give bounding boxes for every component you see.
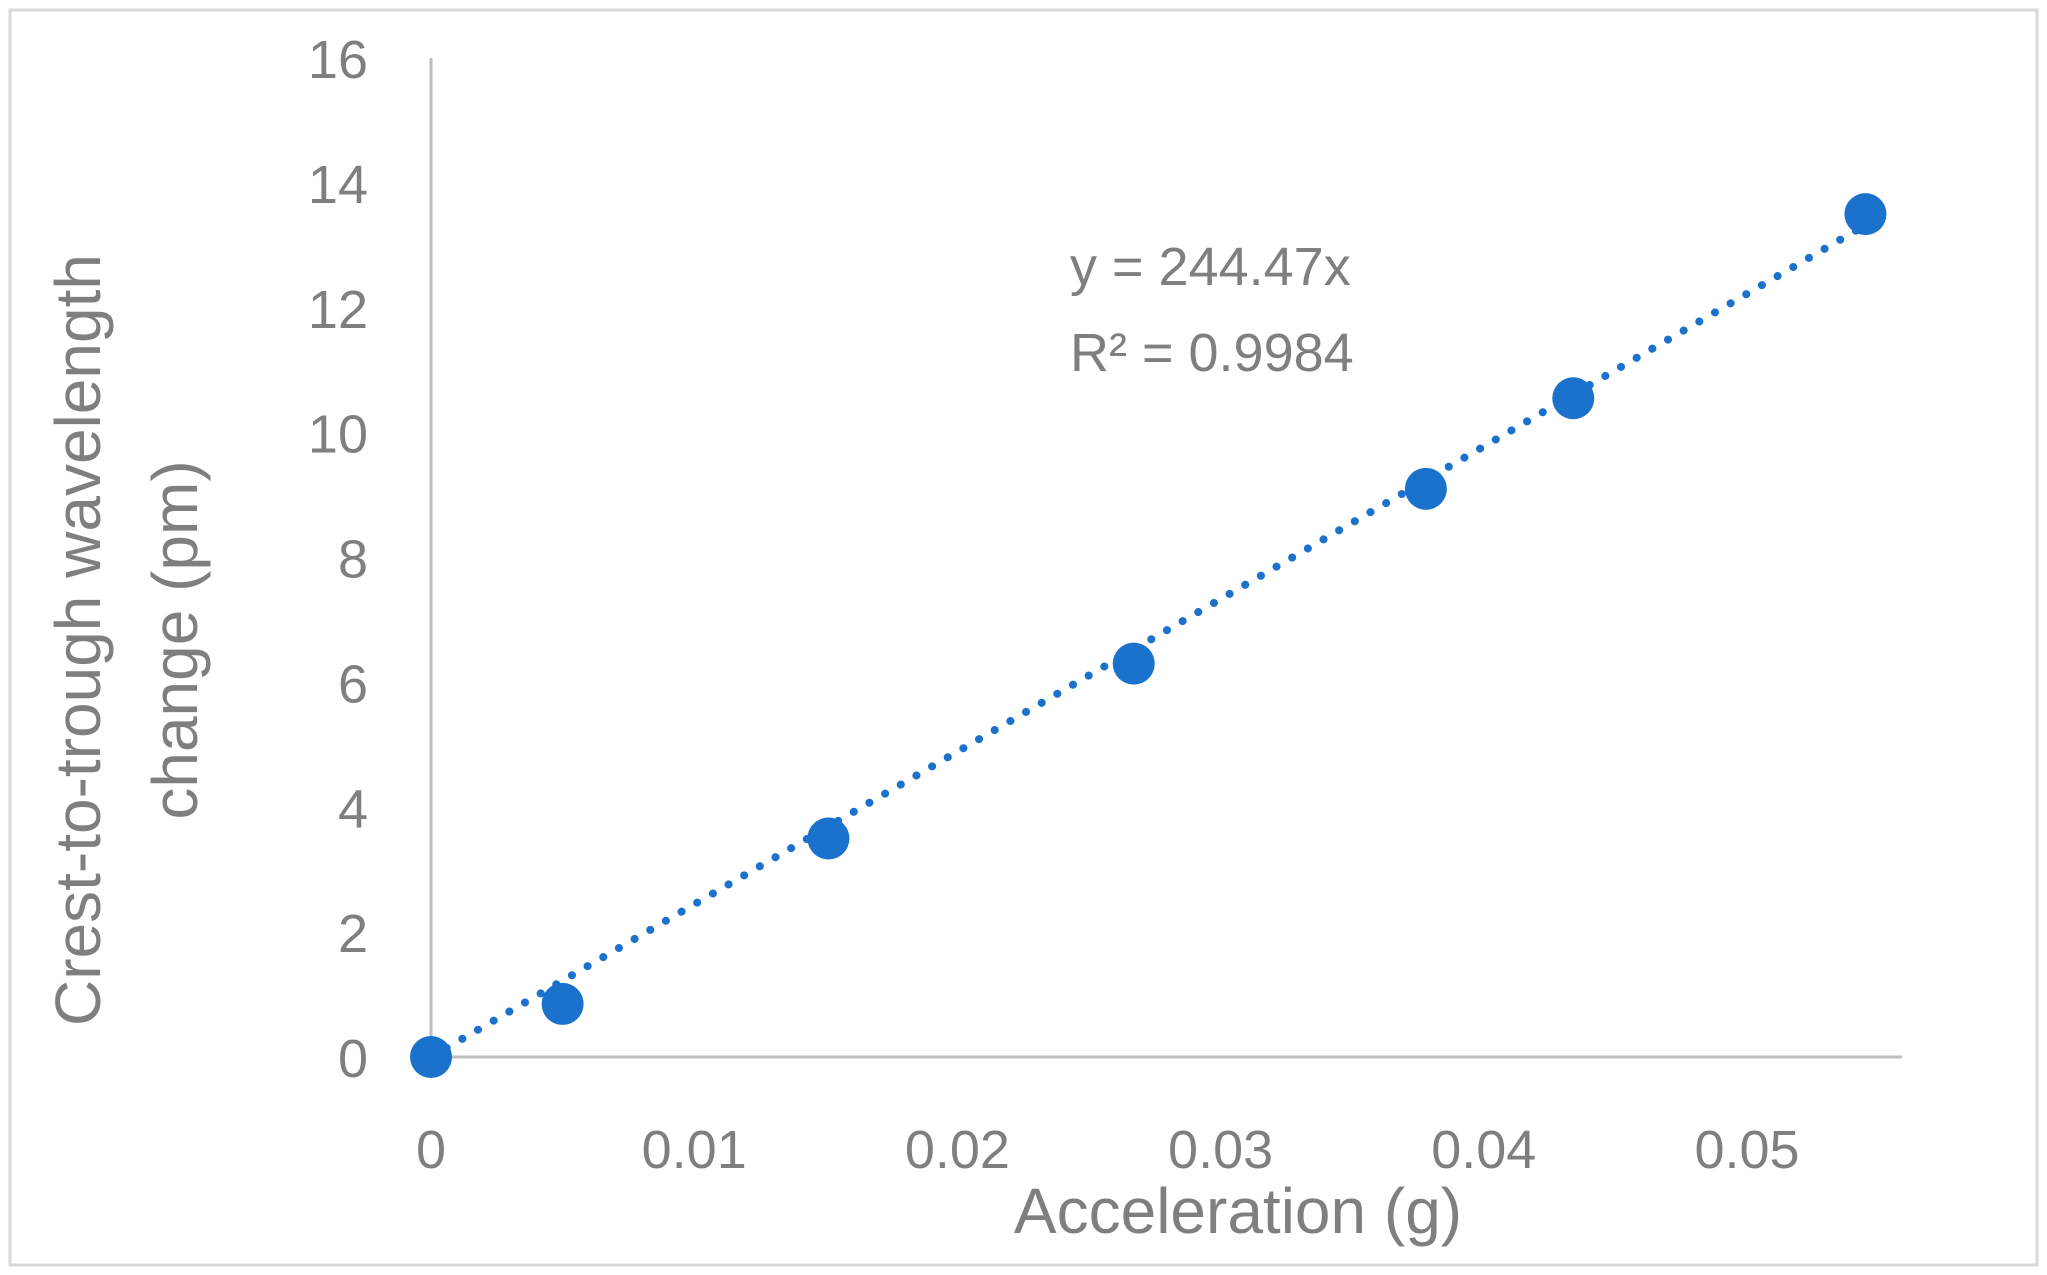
y-tick-label: 2 (338, 904, 368, 964)
data-points-layer (410, 193, 1887, 1078)
y-tick-label: 12 (308, 280, 368, 340)
x-tick-label: 0.02 (905, 1120, 1010, 1180)
data-point (1112, 642, 1155, 685)
data-point (1552, 377, 1595, 420)
y-tick-label: 10 (308, 405, 368, 465)
y-tick-label: 6 (338, 654, 368, 714)
y-tick-label: 8 (338, 530, 368, 590)
x-tick-label: 0.01 (642, 1120, 747, 1180)
data-point (1844, 193, 1887, 236)
x-tick-label: 0.03 (1168, 1120, 1273, 1180)
y-tick-label: 16 (308, 30, 368, 90)
trendline-layer (427, 221, 1870, 1061)
x-tick-labels: 0 0.01 0.02 0.03 0.04 0.05 (416, 1120, 1800, 1180)
data-point (807, 817, 850, 860)
y-tick-label: 14 (308, 155, 368, 215)
x-tick-label: 0.05 (1694, 1120, 1799, 1180)
trendline (427, 221, 1870, 1061)
data-point (410, 1036, 452, 1078)
y-tick-labels: 0 2 4 6 8 10 12 14 16 (308, 30, 368, 1089)
data-point (1404, 467, 1447, 510)
y-axis-title-line-1: Crest-to-trough wavelength (42, 254, 114, 1026)
x-axis-title: Acceleration (g) (1014, 1175, 1462, 1247)
y-tick-label: 4 (338, 779, 368, 839)
x-tick-label: 0 (416, 1120, 446, 1180)
y-axis-title-line-2: change (pm) (139, 460, 211, 819)
trendline-r-squared: R² = 0.9984 (1070, 323, 1354, 383)
trendline-equation: y = 244.47x (1070, 237, 1351, 297)
x-tick-label: 0.04 (1431, 1120, 1536, 1180)
axes (429, 58, 1902, 1059)
data-point (541, 982, 584, 1025)
y-tick-label: 0 (338, 1029, 368, 1089)
